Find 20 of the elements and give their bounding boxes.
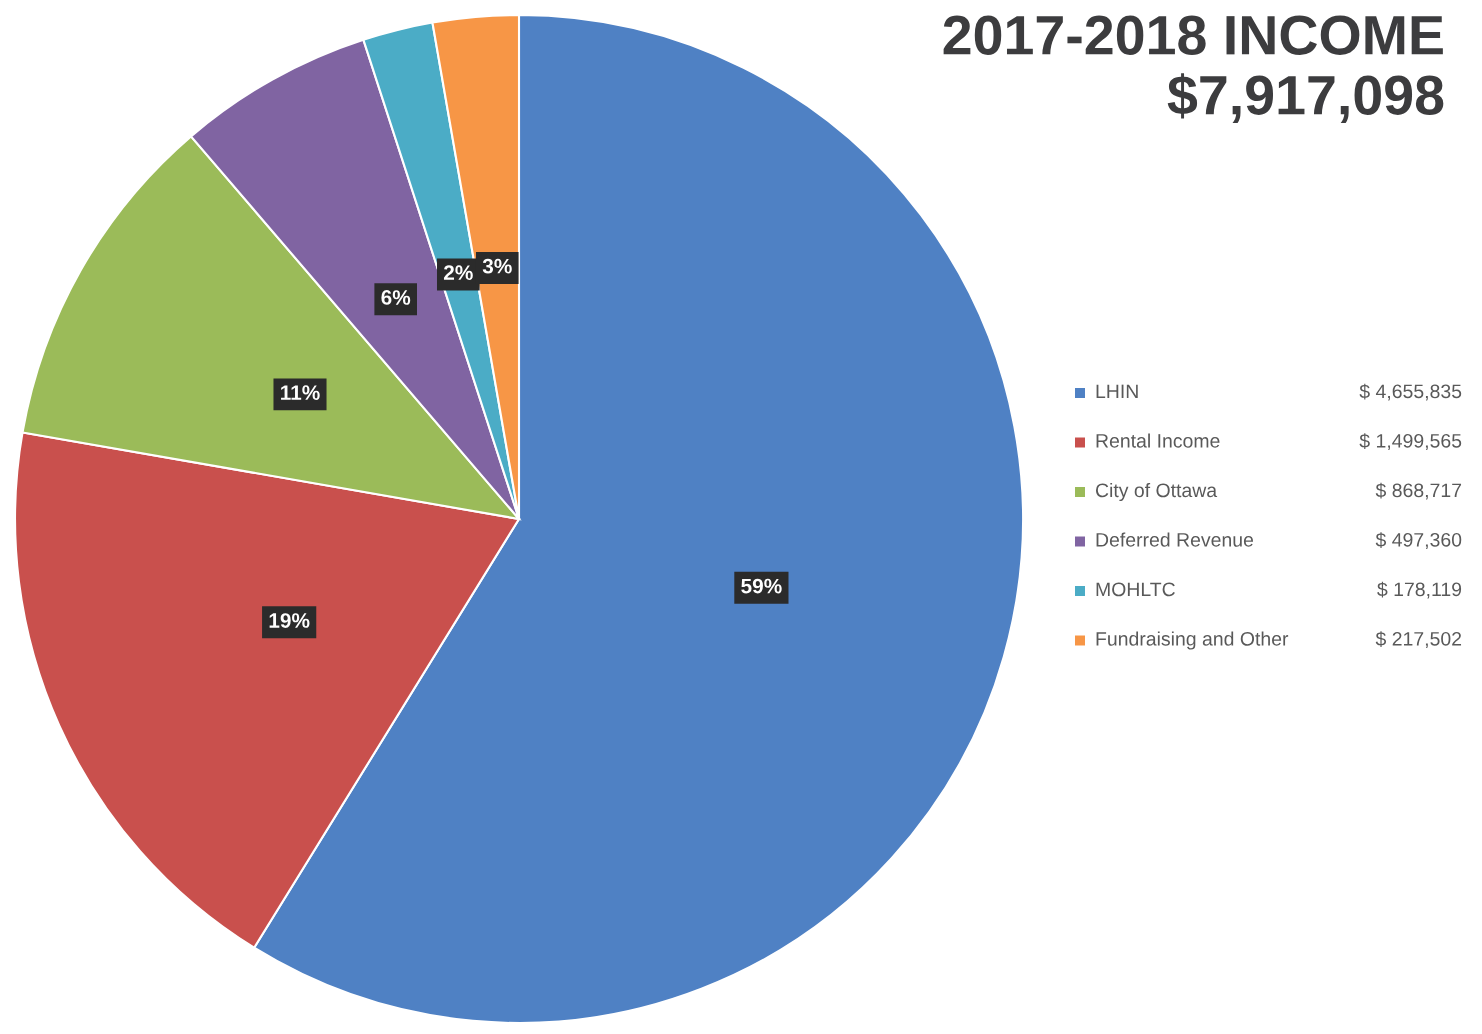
legend-label: Rental Income (1096, 433, 1220, 448)
text: 59% (741, 578, 782, 594)
data-label: $ 178,119 (1377, 581, 1462, 599)
text: $7,917,098 (1167, 73, 1444, 123)
text: 2% (443, 265, 473, 280)
legend-label: LHIN (1096, 384, 1138, 399)
legend-label: Deferred Revenue (1096, 532, 1254, 547)
legend-label: MOHLTC (1096, 582, 1175, 597)
text: 19% (269, 613, 310, 628)
chart-title: 2017-2018 INCOME (943, 15, 1443, 55)
text: 3% (482, 258, 512, 274)
text: 6% (381, 290, 411, 305)
legend-label: City of Ottawa (1095, 482, 1218, 502)
data-label: $ 217,502 (1375, 631, 1462, 649)
data-label: $ 868,717 (1375, 482, 1462, 500)
legend-label: Fundraising and Other (1096, 631, 1289, 650)
data-label: $ 4,655,835 (1359, 383, 1462, 401)
data-label: $ 1,499,565 (1359, 433, 1462, 451)
data-label: $ 497,360 (1375, 532, 1462, 550)
text: 11% (281, 385, 320, 400)
